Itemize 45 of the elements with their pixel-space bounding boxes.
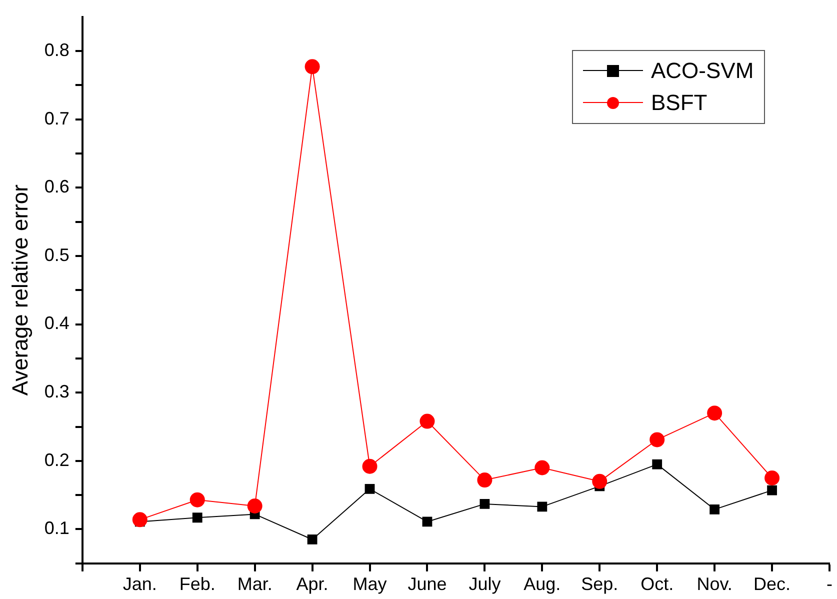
point xyxy=(764,470,780,486)
point xyxy=(477,472,492,488)
x-tick-label: Oct. xyxy=(640,574,674,594)
point xyxy=(190,492,205,508)
point xyxy=(132,512,148,528)
point xyxy=(480,499,490,509)
x-tick-label: Mar. xyxy=(237,574,272,594)
x-tick-label: Dec. xyxy=(754,574,791,594)
point xyxy=(710,504,720,514)
point xyxy=(592,474,608,489)
x-tick-label: Apr. xyxy=(296,574,328,594)
y-tick-label: 0.2 xyxy=(44,450,70,470)
x-tick-label: June xyxy=(408,574,447,594)
point xyxy=(362,458,378,474)
y-tick-label: 0.8 xyxy=(44,40,70,60)
point xyxy=(364,484,375,494)
point xyxy=(192,512,202,523)
point xyxy=(247,498,262,514)
y-tick-label: 0.7 xyxy=(44,108,70,128)
x-tick-label: Jan. xyxy=(122,574,157,594)
x-tick-label: July xyxy=(468,574,501,594)
point xyxy=(304,59,320,74)
x-tick-label: - xyxy=(826,574,832,594)
point xyxy=(534,460,550,476)
point xyxy=(420,414,435,429)
legend-label: ACO-SVM xyxy=(651,58,754,84)
point xyxy=(650,432,665,448)
y-tick-label: 0.4 xyxy=(44,313,70,334)
point xyxy=(422,516,432,527)
point xyxy=(537,502,548,512)
point xyxy=(707,406,722,421)
x-tick-label: May xyxy=(352,574,387,594)
x-tick-label: Sep. xyxy=(581,574,618,594)
x-tick-label: Feb. xyxy=(179,574,216,594)
y-axis-title: Average relative error xyxy=(7,184,32,396)
x-tick-label: Nov. xyxy=(696,574,732,594)
y-tick-label: 0.3 xyxy=(44,382,70,402)
x-tick-label: Aug. xyxy=(524,574,561,594)
point xyxy=(767,485,777,496)
y-tick-label: 0.1 xyxy=(44,518,70,538)
legend-label: BSFT xyxy=(651,90,708,116)
y-tick-label: 0.5 xyxy=(44,244,70,265)
point xyxy=(652,459,662,470)
y-tick-label: 0.6 xyxy=(44,176,70,197)
point xyxy=(307,534,318,544)
